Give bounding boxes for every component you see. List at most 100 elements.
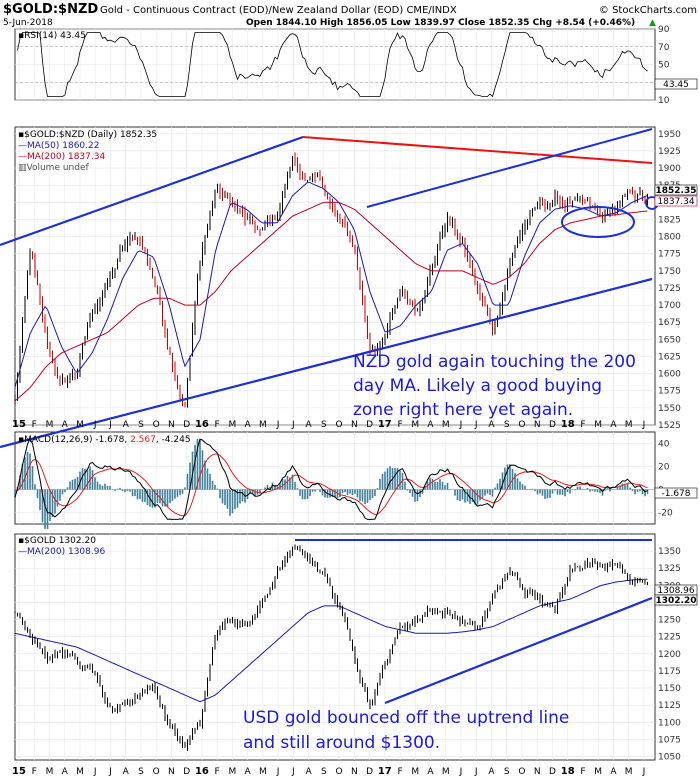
x-tick-label: 17 xyxy=(378,419,392,430)
x-tick-label: A xyxy=(245,767,252,777)
x-tick-label: M xyxy=(411,420,419,430)
legend-price: ▪$GOLD:$NZD (Daily) 1852.35 xyxy=(18,130,157,140)
x-tick-label: F xyxy=(397,420,402,430)
x-tick-label: S xyxy=(321,420,327,430)
legend-ma200: —MA(200) 1837.34 xyxy=(18,152,105,162)
y-tick-label: 1125 xyxy=(658,701,681,711)
y-tick-label: 40 xyxy=(658,440,670,450)
x-tick-label: S xyxy=(504,767,510,777)
x-tick-label: A xyxy=(123,420,130,430)
x-tick-label: J xyxy=(642,420,646,430)
y-tick-label: 1175 xyxy=(658,667,681,677)
x-tick-label: N xyxy=(168,420,175,430)
nzd-gold-panel: 1950192519001875185018251800177517501725… xyxy=(0,128,698,449)
red-resistance-line xyxy=(302,136,653,164)
x-tick-label: J xyxy=(108,767,112,777)
x-tick-label: A xyxy=(427,420,434,430)
x-tick-label: F xyxy=(215,420,220,430)
x-tick-label: F xyxy=(32,767,37,777)
x-tick-label: A xyxy=(610,420,617,430)
nzd-ma50-line xyxy=(14,181,648,388)
x-tick-label: A xyxy=(62,420,69,430)
x-tick-label: S xyxy=(321,767,327,777)
macd-axis: 40200-20 xyxy=(658,440,673,519)
y-tick-label: 1700 xyxy=(658,301,681,311)
symbol-description: Gold - Continuous Contract (EOD)/New Zea… xyxy=(100,5,457,16)
y-tick-label: 1650 xyxy=(658,335,681,345)
x-tick-label: A xyxy=(306,420,313,430)
x-tick-label: D xyxy=(549,767,556,777)
support-zone-ellipse xyxy=(561,206,635,238)
y-tick-label: 50 xyxy=(658,61,670,71)
rsi-last-value: 43.45 xyxy=(663,80,689,90)
x-tick-label: A xyxy=(610,767,617,777)
x-tick-label: A xyxy=(306,767,313,777)
usd-last-price: 1302.20 xyxy=(656,596,697,606)
x-tick-label: J xyxy=(291,420,295,430)
y-tick-label: 1575 xyxy=(658,387,681,397)
x-tick-label: O xyxy=(336,767,343,777)
x-tick-label: M xyxy=(442,767,450,777)
nzd-annotation-line-2: day MA. Likely a good buying xyxy=(353,376,602,396)
nzd-price-bars xyxy=(14,152,648,408)
x-tick-label: N xyxy=(351,420,358,430)
x-tick-label: N xyxy=(534,767,541,777)
x-tick-label: D xyxy=(366,420,373,430)
x-tick-label: D xyxy=(183,420,190,430)
x-tick-label: 17 xyxy=(378,766,392,777)
x-tick-label: M xyxy=(442,420,450,430)
x-tick-label: J xyxy=(474,420,478,430)
y-tick-label: 1725 xyxy=(658,284,681,294)
x-tick-label: 15 xyxy=(12,419,26,430)
x-tick-label: M xyxy=(76,420,84,430)
nzd-annotation-line-3: zone right here yet again. xyxy=(353,400,573,420)
y-tick-label: 1825 xyxy=(658,215,681,225)
x-tick-label: N xyxy=(168,767,175,777)
y-tick-label: 1100 xyxy=(658,718,681,728)
x-tick-label: M xyxy=(228,767,236,777)
x-tick-label: M xyxy=(625,420,633,430)
x-tick-label: A xyxy=(245,420,252,430)
x-tick-label: S xyxy=(138,767,144,777)
y-tick-label: 1675 xyxy=(658,318,681,328)
nzd-panel-frame xyxy=(14,126,656,426)
macd-line xyxy=(14,437,648,520)
grid-lines xyxy=(15,28,655,760)
up-arrow-icon: ▲ xyxy=(649,18,656,28)
x-tick-label: M xyxy=(228,420,236,430)
x-tick-label: N xyxy=(534,420,541,430)
x-tick-label: J xyxy=(93,420,97,430)
x-tick-label: O xyxy=(336,420,343,430)
x-tick-label: D xyxy=(549,420,556,430)
nzd-legend: ▪$GOLD:$NZD (Daily) 1852.35 —MA(50) 1860… xyxy=(18,130,157,173)
legend-ma50: —MA(50) 1860.22 xyxy=(18,141,99,151)
x-tick-label: M xyxy=(411,767,419,777)
ohlc-readout: Open 1844.10 High 1856.05 Low 1839.97 Cl… xyxy=(246,18,635,28)
upper-channel-trendline xyxy=(0,135,304,247)
usd-uptrend-line xyxy=(384,596,653,705)
x-tick-label: M xyxy=(594,420,602,430)
x-tick-label: J xyxy=(459,767,463,777)
x-tick-label: F xyxy=(397,767,402,777)
x-tick-label: M xyxy=(259,420,267,430)
macd-signal-line xyxy=(14,453,648,517)
y-tick-label: -20 xyxy=(658,509,673,519)
legend-usd-ma200: —MA(200) 1308.96 xyxy=(18,547,105,557)
nzd-price-axis: 1950192519001875185018251800177517501725… xyxy=(658,130,681,431)
x-tick-label: 15 xyxy=(12,766,26,777)
y-tick-label: 1550 xyxy=(658,404,681,414)
y-tick-label: 1225 xyxy=(658,633,681,643)
x-tick-label: F xyxy=(32,420,37,430)
nzd-ma200-line xyxy=(14,201,648,402)
y-tick-label: 1600 xyxy=(658,370,681,380)
x-tick-label: A xyxy=(427,767,434,777)
usd-price-axis: 1350132513001275125012251200117511501125… xyxy=(658,547,681,762)
x-tick-label: 18 xyxy=(561,766,575,777)
x-tick-label: J xyxy=(459,420,463,430)
lower-channel-trendline xyxy=(0,277,653,449)
x-axis-labels: 15 F M A M J J A S O N D 16 F M A M J J A S O N D 17 F M A M J J A S O N D 1… xyxy=(12,419,645,777)
y-tick-label: 1200 xyxy=(658,650,681,660)
y-tick-label: 1950 xyxy=(658,130,681,140)
x-tick-label: O xyxy=(153,420,160,430)
